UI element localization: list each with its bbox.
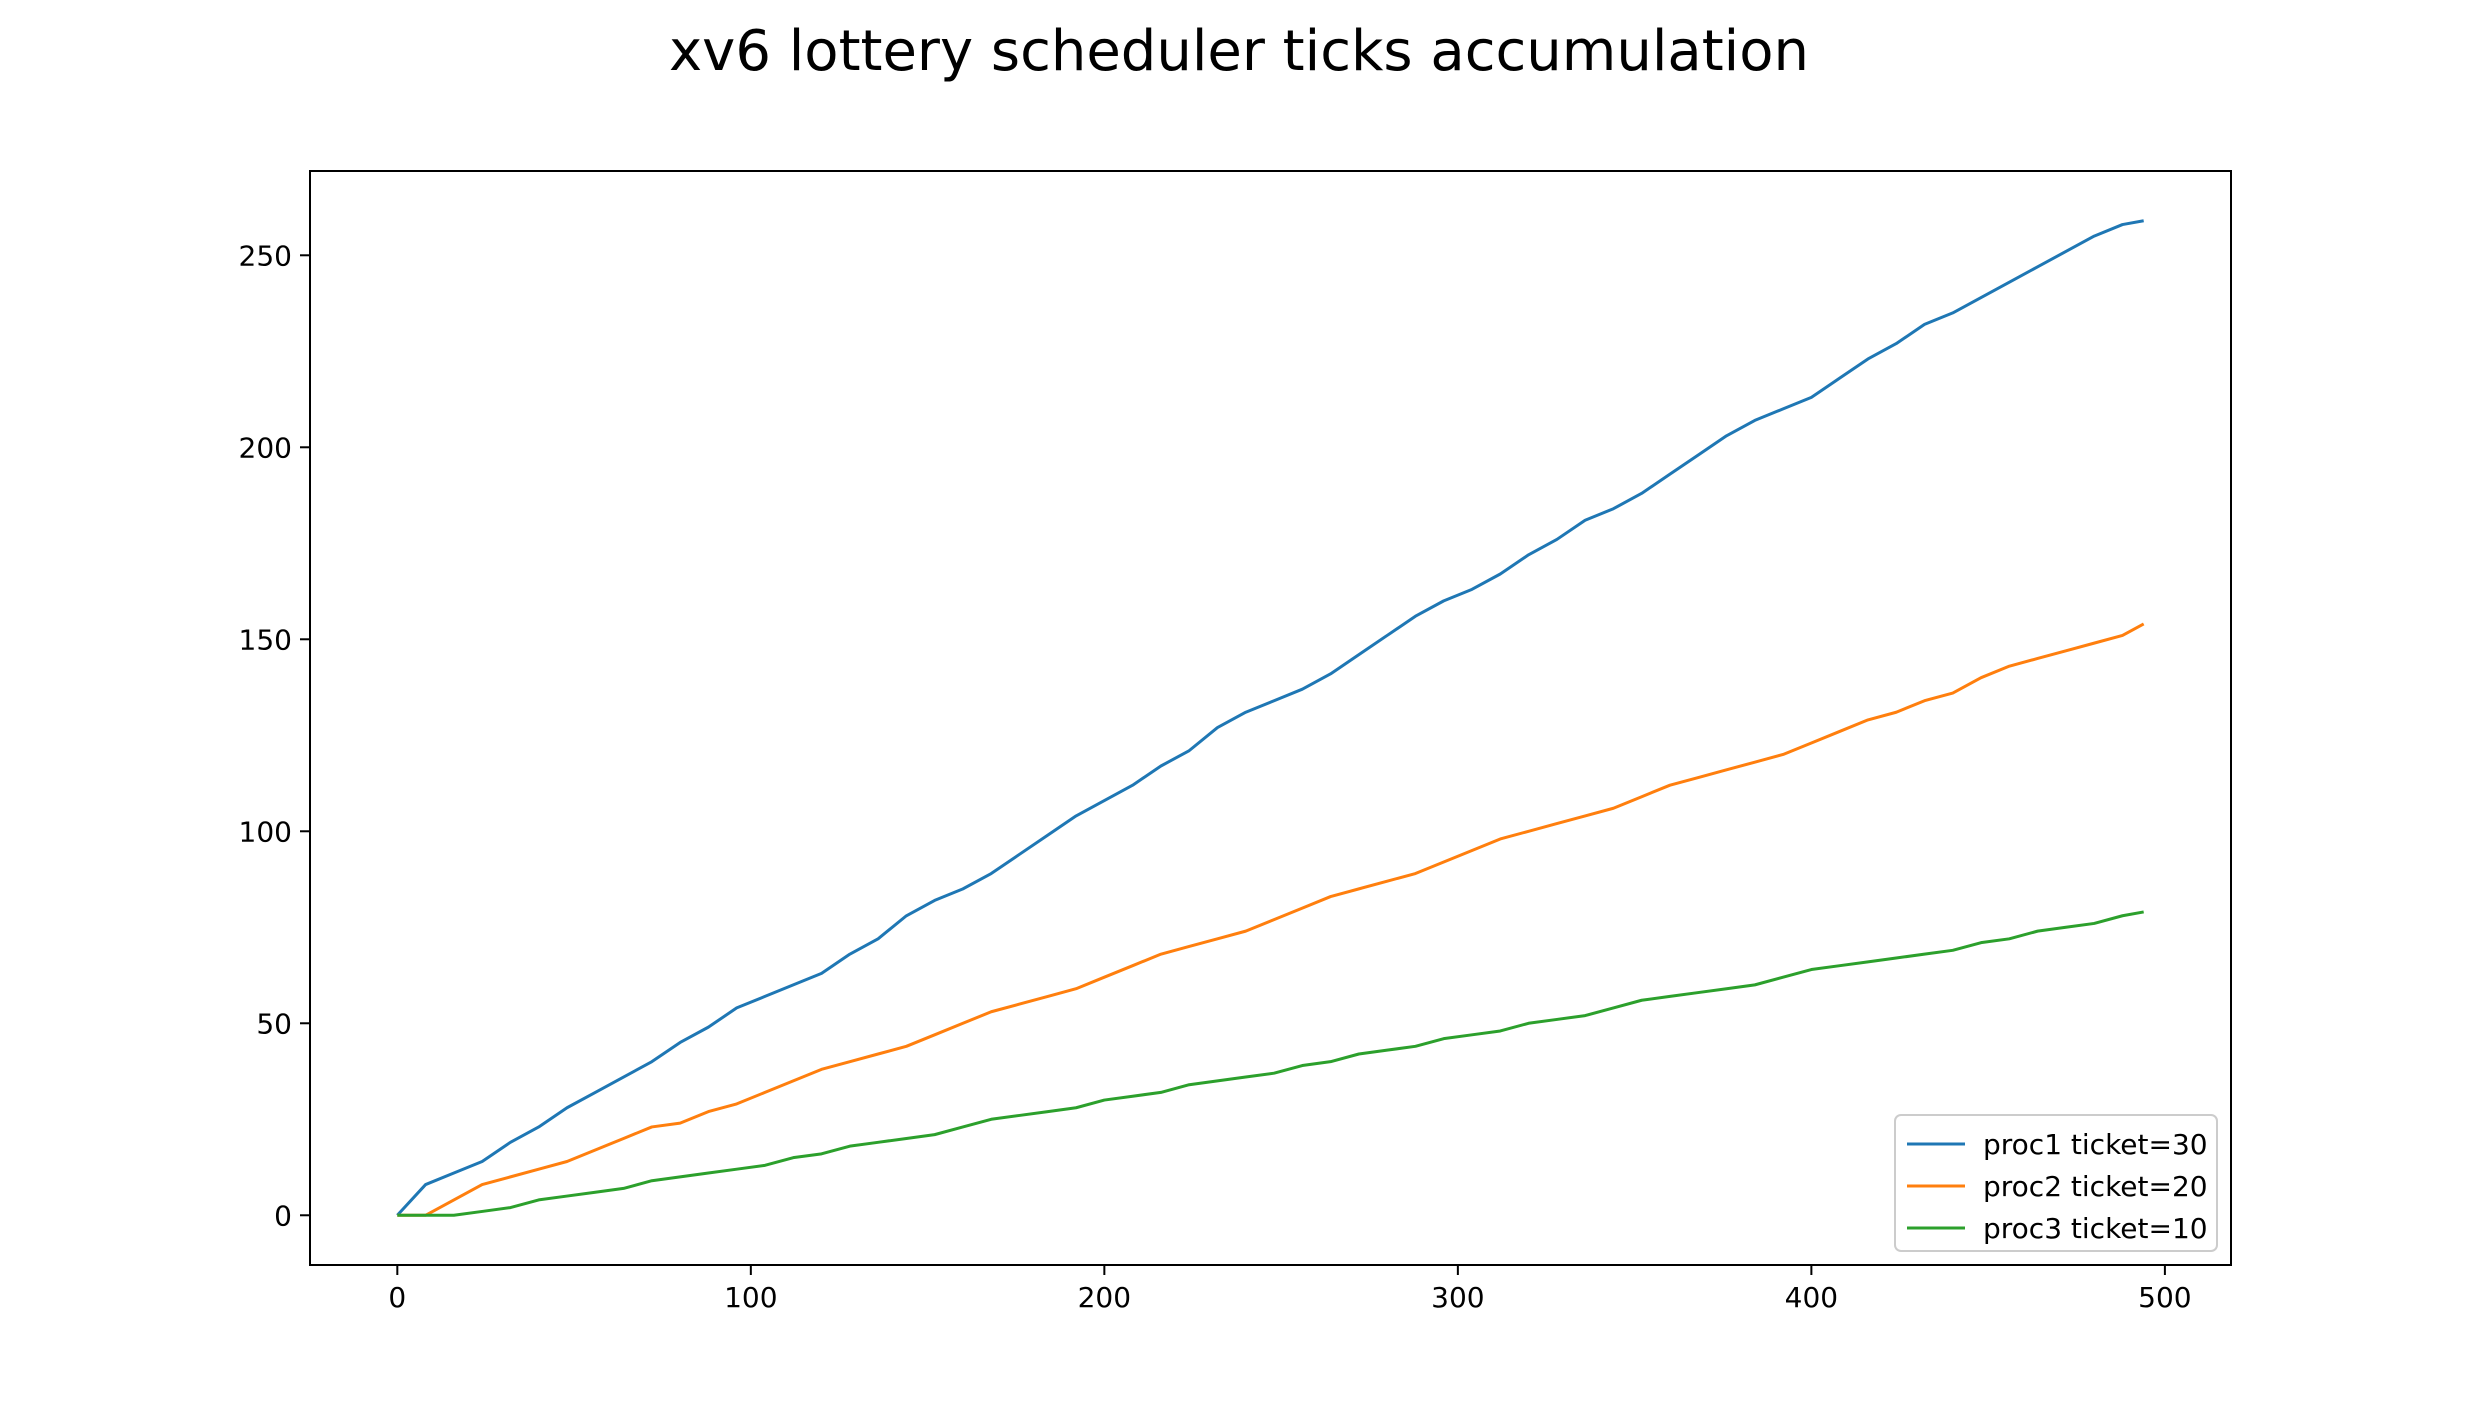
x-axis-ticks: 0 100 200 300 400 500 (388, 1265, 2192, 1314)
y-tick-label: 200 (239, 431, 292, 464)
y-tick-label: 50 (256, 1007, 292, 1040)
axes-frame (309, 170, 2232, 1266)
x-tick-label: 0 (388, 1281, 406, 1314)
series-line-proc2 (397, 622, 2145, 1217)
x-tick-label: 400 (1785, 1281, 1838, 1314)
y-tick-label: 0 (274, 1199, 292, 1232)
x-tick-label: 500 (2138, 1281, 2191, 1314)
legend-label: proc1 ticket=30 (1983, 1128, 2208, 1161)
legend-label: proc2 ticket=20 (1983, 1170, 2208, 1203)
y-tick-label: 250 (239, 239, 292, 272)
series-layer (396, 219, 2145, 1217)
series-line-proc1 (396, 219, 2144, 1217)
x-tick-label: 200 (1078, 1281, 1131, 1314)
legend-label: proc3 ticket=10 (1983, 1212, 2208, 1245)
plot-area (310, 171, 2231, 1265)
y-axis-ticks: 0 50 100 150 200 250 (239, 239, 310, 1232)
x-tick-label: 300 (1431, 1281, 1484, 1314)
series-line-proc3 (397, 910, 2144, 1217)
y-tick-label: 150 (239, 623, 292, 656)
legend-box (1894, 1114, 2218, 1252)
legend: proc1 ticket=30 proc2 ticket=20 proc3 tick… (1894, 1114, 2218, 1252)
x-tick-label: 100 (724, 1281, 777, 1314)
chart-title: xv6 lottery scheduler ticks accumulation (669, 19, 1809, 84)
y-tick-label: 100 (239, 815, 292, 848)
